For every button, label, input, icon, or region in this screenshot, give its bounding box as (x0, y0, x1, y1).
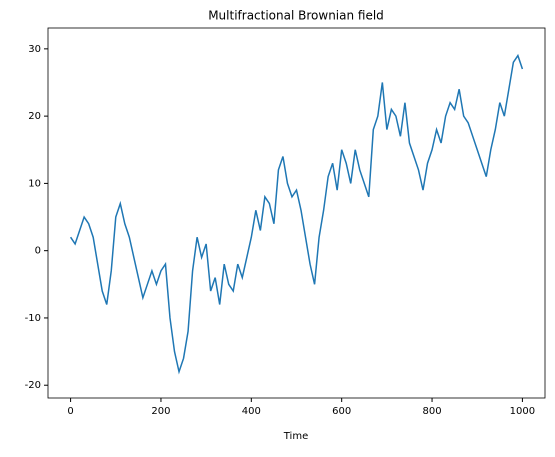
chart-title: Multifractional Brownian field (208, 9, 384, 23)
x-tick-label: 1000 (510, 406, 535, 417)
x-tick-label: 400 (242, 406, 261, 417)
line-series (69, 53, 524, 375)
x-tick-label: 200 (151, 406, 170, 417)
plot-frame (47, 27, 546, 399)
x-tick-label: 0 (67, 406, 73, 417)
y-tick-label: -10 (25, 313, 41, 324)
x-axis-label: Time (283, 431, 308, 442)
y-tick-label: -20 (25, 380, 41, 391)
x-tick-label: 800 (422, 406, 441, 417)
y-tick-label: 10 (28, 178, 41, 189)
y-tick-label: 0 (35, 246, 41, 257)
y-tick-label: 30 (28, 44, 41, 55)
x-tick-label: 600 (332, 406, 351, 417)
y-tick-label: 20 (28, 111, 41, 122)
